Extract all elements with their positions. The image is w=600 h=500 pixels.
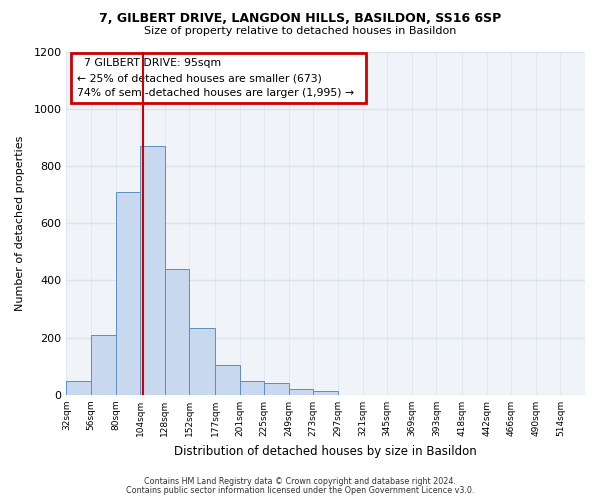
X-axis label: Distribution of detached houses by size in Basildon: Distribution of detached houses by size …: [174, 444, 477, 458]
Bar: [215, 365, 239, 395]
Text: Contains public sector information licensed under the Open Government Licence v3: Contains public sector information licen…: [126, 486, 474, 495]
Bar: [140, 146, 165, 395]
Bar: [67, 380, 91, 395]
Text: 7, GILBERT DRIVE, LANGDON HILLS, BASILDON, SS16 6SP: 7, GILBERT DRIVE, LANGDON HILLS, BASILDO…: [99, 12, 501, 26]
Bar: [289, 389, 313, 395]
Bar: [165, 269, 190, 395]
Bar: [91, 335, 116, 395]
Bar: [116, 192, 140, 395]
Bar: [190, 328, 215, 395]
Y-axis label: Number of detached properties: Number of detached properties: [15, 136, 25, 311]
Text: 7 GILBERT DRIVE: 95sqm
← 25% of detached houses are smaller (673)
74% of semi-de: 7 GILBERT DRIVE: 95sqm ← 25% of detached…: [77, 58, 361, 98]
Text: Contains HM Land Registry data © Crown copyright and database right 2024.: Contains HM Land Registry data © Crown c…: [144, 477, 456, 486]
Bar: [313, 390, 338, 395]
Bar: [264, 384, 289, 395]
Text: Size of property relative to detached houses in Basildon: Size of property relative to detached ho…: [144, 26, 456, 36]
Bar: [239, 380, 264, 395]
